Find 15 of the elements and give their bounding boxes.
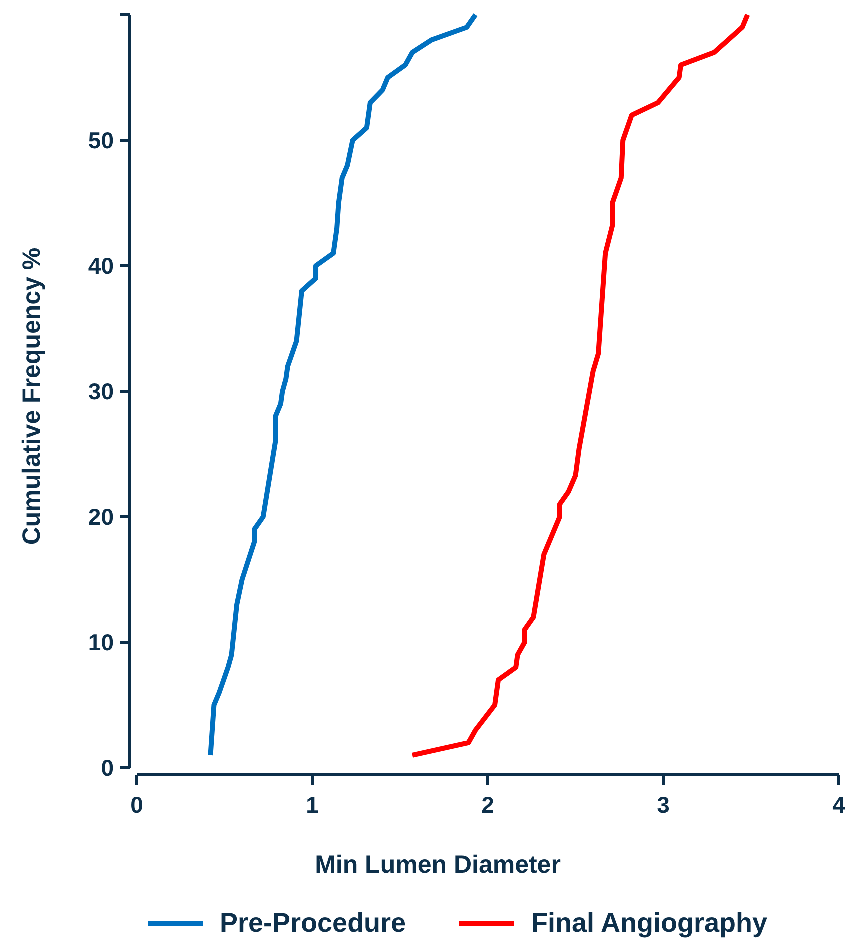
x-tick-label: 4 (832, 792, 846, 818)
y-tick-label: 0 (101, 755, 114, 782)
y-tick-label: 50 (88, 128, 114, 154)
x-tick-label: 0 (130, 792, 144, 818)
legend-label: Final Angiography (532, 908, 768, 938)
legend-label: Pre-Procedure (220, 908, 406, 938)
x-axis-title: Min Lumen Diameter (315, 851, 562, 879)
y-axis-title: Cumulative Frequency % (18, 248, 46, 546)
y-tick-label: 30 (88, 378, 114, 405)
y-tick-label: 20 (88, 504, 114, 530)
y-tick-label: 10 (88, 630, 114, 656)
x-tick-label: 2 (482, 792, 494, 818)
x-tick-label: 3 (657, 792, 670, 818)
x-tick-label: 1 (306, 792, 320, 818)
y-tick-label: 40 (88, 253, 114, 280)
